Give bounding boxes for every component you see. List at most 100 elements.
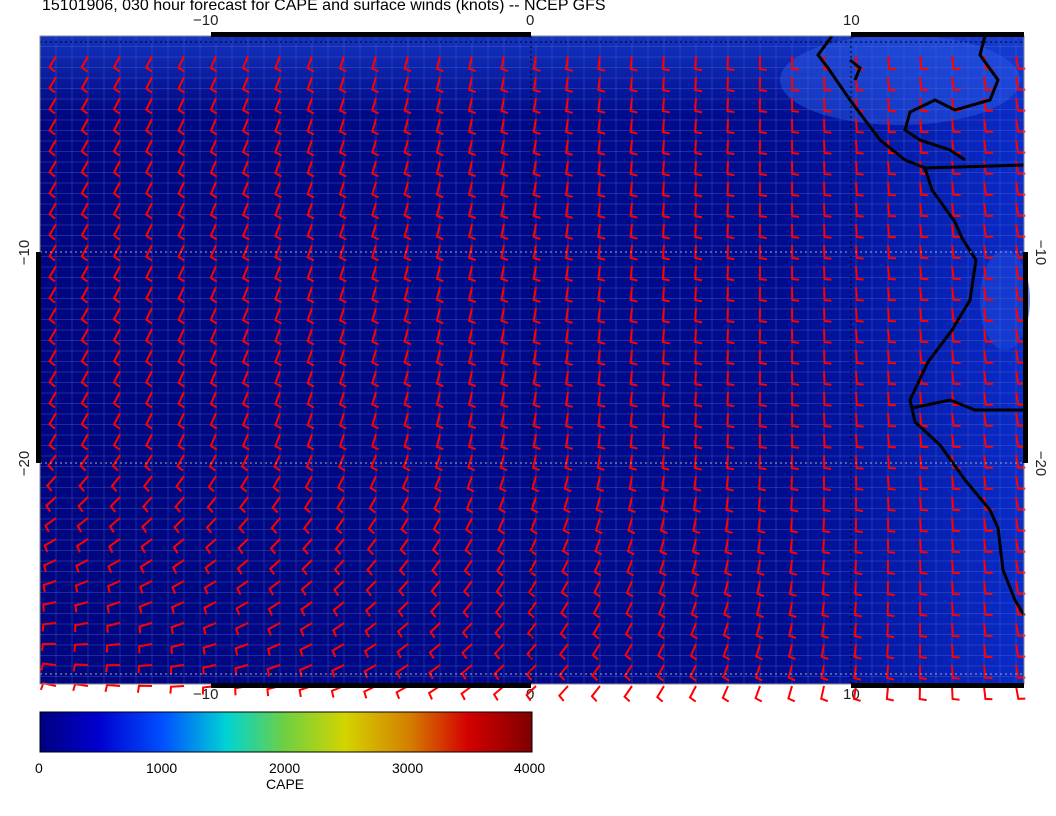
wind-barb [694, 391, 703, 408]
wind-barb [80, 328, 89, 346]
wind-barb [822, 475, 831, 491]
wind-barb [855, 391, 864, 407]
wind-barb [467, 244, 477, 262]
wind-barb [597, 370, 606, 387]
wind-barb [983, 622, 993, 638]
wind-barb [529, 517, 538, 535]
wind-barb [203, 601, 217, 615]
wind-barb [80, 160, 89, 178]
wind-barb [209, 265, 218, 283]
wind-barb [561, 538, 570, 556]
wind-barb [658, 559, 667, 577]
wind-barb [112, 55, 121, 73]
wind-barb [791, 412, 800, 428]
wind-barb [1015, 685, 1026, 700]
wind-barb [694, 202, 703, 219]
wind-barb [369, 475, 378, 493]
wind-barb [597, 412, 606, 429]
wind-barb [272, 475, 281, 493]
wind-barb [274, 202, 282, 220]
wind-barb [1015, 454, 1026, 469]
wind-barb [170, 601, 185, 615]
wind-barb [80, 181, 89, 199]
wind-barb [532, 76, 541, 93]
wind-barb [821, 580, 830, 597]
wind-barb [500, 76, 509, 94]
wind-barb [364, 622, 377, 638]
wind-barb [855, 181, 864, 197]
wind-barb [919, 244, 929, 260]
wind-barb [597, 433, 606, 450]
wind-barb [241, 244, 250, 262]
wind-barb [300, 601, 313, 617]
wind-barb [80, 118, 89, 136]
wind-barb [145, 349, 153, 367]
wind-barb [756, 559, 765, 576]
wind-barb [209, 286, 218, 304]
wind-barb [694, 433, 703, 450]
wind-barb [48, 181, 57, 199]
wind-barb [887, 391, 897, 407]
wind-barb [626, 538, 635, 556]
wind-barb [435, 286, 444, 304]
wind-barb [403, 349, 412, 367]
wind-barb [855, 370, 864, 386]
wind-barb [758, 160, 767, 177]
wind-barb [983, 181, 994, 196]
wind-barb [333, 559, 345, 576]
wind-barb [338, 328, 347, 346]
wind-barb [371, 139, 380, 157]
wind-barb [1015, 643, 1026, 658]
wind-barb [338, 391, 347, 409]
wind-barb [435, 433, 444, 451]
wind-barb [1015, 412, 1026, 427]
wind-barb [48, 202, 57, 220]
wind-barb [983, 559, 993, 574]
wind-barb [726, 223, 735, 240]
wind-barb [983, 475, 993, 490]
wind-barb [306, 139, 315, 157]
wind-barb [173, 517, 185, 534]
wind-barb [629, 55, 638, 72]
wind-barb [822, 496, 831, 513]
wind-barb [48, 160, 57, 178]
wind-barb [500, 139, 509, 157]
wind-barb [1015, 244, 1026, 259]
wind-barb [564, 412, 573, 429]
wind-barb [48, 328, 57, 346]
wind-barb [435, 139, 444, 157]
wind-barb [853, 622, 862, 639]
wind-barb [1015, 265, 1026, 280]
wind-barb [80, 223, 89, 241]
wind-barb [690, 580, 699, 598]
wind-barb [661, 328, 671, 345]
wind-barb [435, 370, 444, 388]
wind-barb [951, 391, 961, 406]
wind-barb [462, 601, 473, 618]
wind-barb [74, 580, 89, 593]
wind-barb [661, 286, 671, 303]
wind-barb [241, 223, 250, 241]
wind-barb [758, 97, 767, 114]
wind-barb [338, 139, 347, 157]
wind-barb [80, 391, 89, 409]
wind-barb [397, 580, 409, 597]
wind-barb [596, 475, 605, 493]
wind-barb [171, 559, 185, 575]
wind-barb [434, 475, 442, 493]
wind-barb [80, 307, 89, 325]
wind-barb [661, 265, 671, 282]
wind-barb [145, 223, 153, 241]
wind-barb [203, 580, 217, 595]
wind-barb [887, 118, 897, 134]
wind-barb [498, 475, 507, 493]
wind-barb [306, 181, 315, 199]
wind-barb [787, 643, 796, 661]
wind-barb [467, 307, 477, 325]
wind-barb [564, 349, 573, 366]
wind-barb [791, 97, 800, 113]
wind-barb [532, 349, 541, 366]
lon-tick-bottom: 0 [526, 686, 535, 703]
wind-barb [564, 55, 573, 72]
wind-barb [460, 664, 473, 680]
